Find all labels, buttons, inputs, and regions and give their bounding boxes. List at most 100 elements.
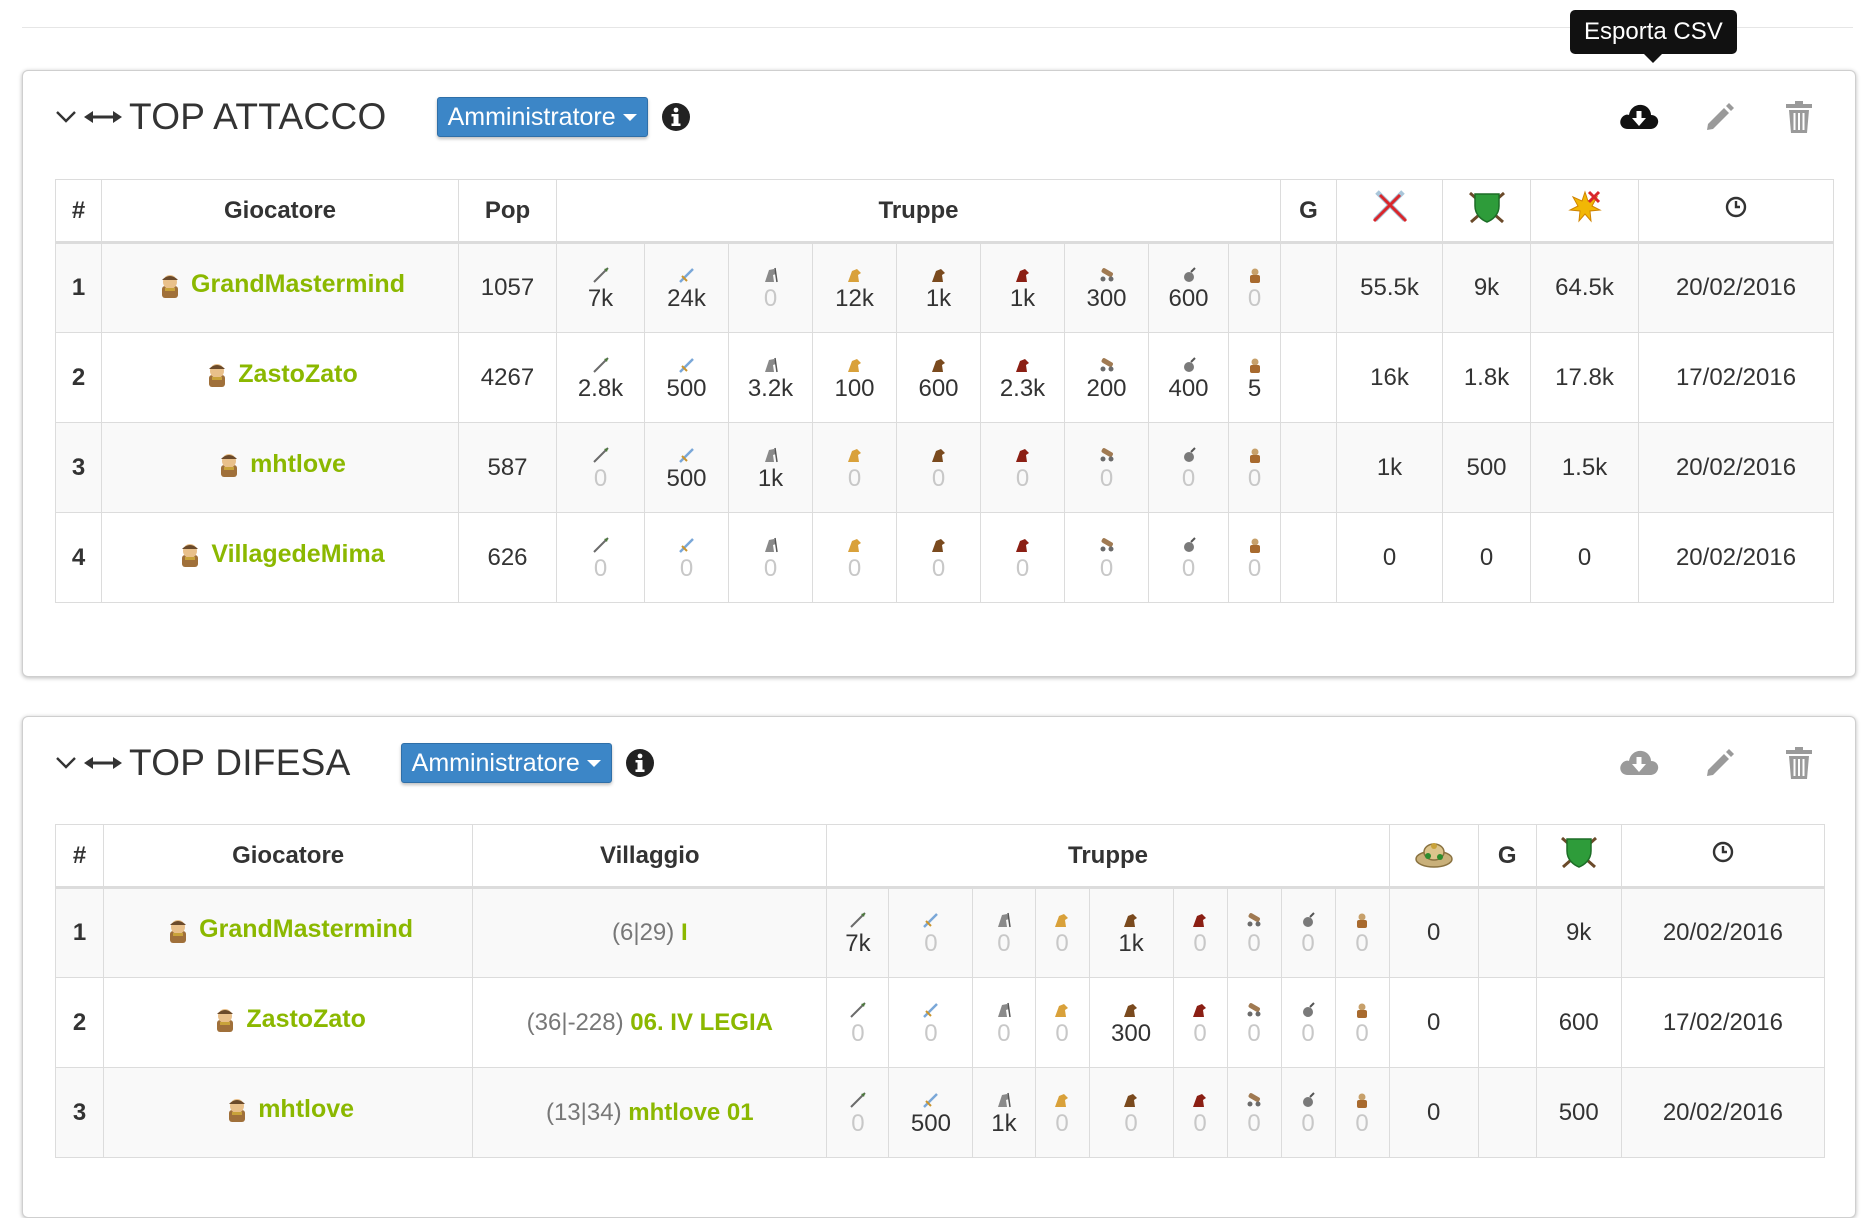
col-rank[interactable]: # [54,824,105,889]
attack-panel: TOP ATTACCO Amministratore # Giocatore [22,70,1856,677]
troop-count: 0 [1355,930,1369,957]
g-cell [1477,1067,1537,1158]
troop-cell: 0 [1064,512,1149,603]
col-resources[interactable] [1388,824,1479,889]
resize-arrows-icon[interactable] [83,109,123,125]
col-rank[interactable]: # [55,179,102,244]
chevron-down-icon[interactable] [53,756,79,770]
delete-button[interactable] [1773,93,1825,141]
resize-arrows-icon[interactable] [83,755,123,771]
col-g[interactable]: G [1477,824,1537,889]
troop-count: 0 [1055,930,1069,957]
village-link[interactable]: I [680,919,688,946]
col-village[interactable]: Villaggio [472,824,828,889]
troop-unit-icon [1179,443,1199,462]
troop-unit-icon [1179,353,1199,372]
info-icon[interactable] [660,101,692,133]
defense-cell: 9k [1535,887,1622,978]
troop-cell: 0 [1227,242,1282,333]
player-name[interactable]: VillagedeMima [211,539,385,568]
troop-unit-icon [1097,533,1117,551]
explosion-icon [1567,189,1603,225]
troop-unit-icon [848,1088,868,1108]
col-total[interactable] [1530,179,1640,244]
date-cell: 17/02/2016 [1638,332,1835,423]
col-g[interactable]: G [1280,179,1338,244]
info-icon[interactable] [624,747,656,779]
troop-count: 0 [593,464,608,492]
player-link[interactable]: GrandMastermind [163,915,413,945]
player-name[interactable]: ZastoZato [246,1004,366,1033]
player-link[interactable]: GrandMastermind [155,270,405,300]
troop-unit-icon [761,353,781,372]
col-date[interactable] [1620,824,1826,889]
troop-cell: 5 [1227,332,1282,423]
offense-cell: 0 [1336,512,1444,603]
role-dropdown-button[interactable]: Amministratore [400,743,612,783]
defense-cell: 500 [1442,422,1532,513]
player-link[interactable]: mhtlove [222,1094,354,1124]
edit-button[interactable] [1693,739,1745,787]
player-cell: ZastoZato [101,332,459,423]
troop-cell: 1k [896,242,981,333]
player-name[interactable]: GrandMastermind [191,270,405,298]
troop-cell: 0 [1172,977,1228,1068]
player-link[interactable]: VillagedeMima [175,539,385,569]
troop-cell: 400 [1148,332,1229,423]
export-csv-button[interactable] [1613,739,1665,787]
rank-cell: 1 [54,887,105,978]
player-link[interactable]: mhtlove [214,449,346,479]
troop-unit-icon [1097,263,1117,282]
col-offense[interactable] [1336,179,1444,244]
g-cell [1280,512,1338,603]
troop-cell: 0 [1334,1067,1390,1158]
troop-cell: 0 [1148,422,1229,513]
troop-count: 0 [1099,554,1114,582]
total-cell: 0 [1530,512,1640,603]
troop-count: 0 [847,464,862,492]
player-name[interactable]: GrandMastermind [199,915,414,943]
table-row: 3 mhtlove (13|34) mhtlove 01 0 500 1k 0 0 0 0 0 0 0 5… [54,1067,1826,1158]
player-link[interactable]: ZastoZato [202,359,358,389]
village-link[interactable]: mhtlove 01 [628,1098,754,1126]
troop-cell: 0 [972,977,1036,1068]
troop-count: 0 [1301,1019,1315,1047]
defense-table: # Giocatore Villaggio Truppe G 1 GrandMas… [54,824,1826,1158]
player-name[interactable]: mhtlove [258,1094,355,1123]
troop-unit-icon [1245,353,1265,373]
defense-panel-title: TOP DIFESA [129,742,351,783]
col-player[interactable]: Giocatore [103,824,474,889]
col-date[interactable] [1638,179,1835,244]
player-name[interactable]: mhtlove [250,449,346,478]
attack-table-body: 1 GrandMastermind 1057 7k 24k 0 12k 1k 1k 300 600 0… [55,242,1835,603]
chevron-down-icon[interactable] [53,110,79,124]
troop-unit-icon [929,353,949,372]
troop-count: 600 [1168,285,1209,312]
troop-count: 0 [924,1019,938,1047]
col-defense[interactable] [1442,179,1532,244]
player-link[interactable]: ZastoZato [210,1004,366,1034]
troop-cell: 0 [1280,977,1336,1068]
delete-button[interactable] [1773,739,1825,787]
edit-button[interactable] [1693,93,1745,141]
export-csv-button[interactable] [1613,93,1665,141]
troop-count: 0 [1193,1019,1207,1047]
col-player[interactable]: Giocatore [101,179,459,244]
player-name[interactable]: ZastoZato [238,359,358,388]
date-cell: 20/02/2016 [1638,512,1835,603]
role-dropdown-button[interactable]: Amministratore [436,97,648,137]
troop-cell: 0 [1226,977,1282,1068]
col-pop[interactable]: Pop [458,179,557,244]
troop-cell: 0 [972,887,1036,978]
table-row: 4 VillagedeMima 626 0 0 0 0 0 0 0 0 0 0 0 0 20/02/2016 [55,512,1835,603]
troop-count: 0 [1247,930,1261,957]
village-link[interactable]: 06. IV LEGIA [630,1008,773,1036]
troop-count: 0 [1247,554,1262,582]
troop-cell: 0 [826,1067,890,1158]
troop-unit-icon [677,533,697,553]
troop-count: 7k [845,930,871,957]
avatar-icon [163,915,193,945]
troop-unit-icon [929,533,949,552]
col-defense[interactable] [1535,824,1622,889]
troop-count: 0 [1055,1109,1069,1137]
